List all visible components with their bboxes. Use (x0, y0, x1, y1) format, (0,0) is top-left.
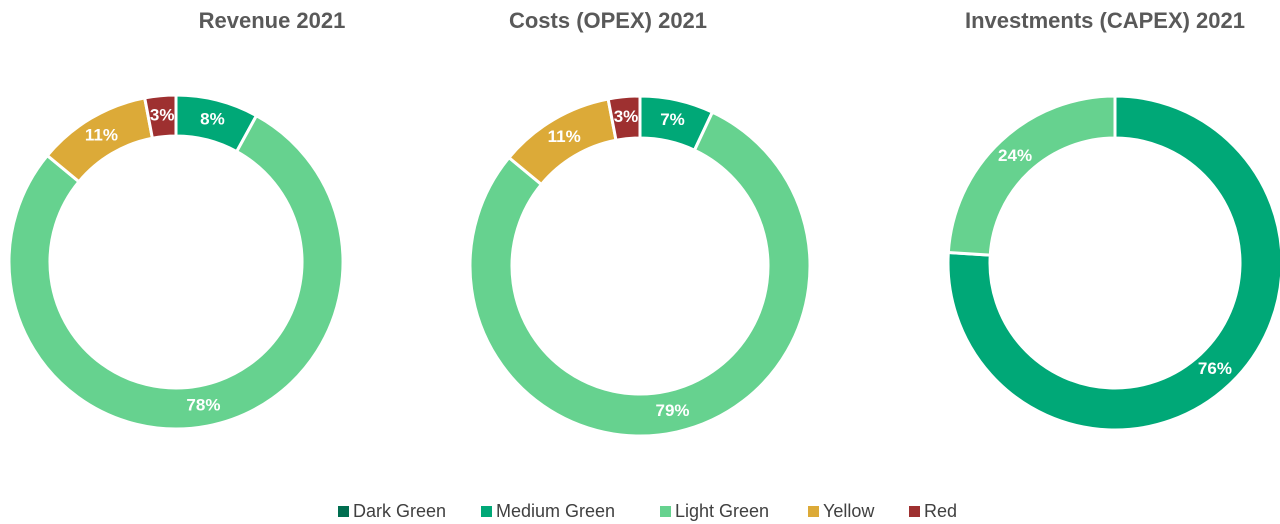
data-label: 8% (200, 110, 225, 129)
legend-swatch (909, 506, 920, 517)
donut-slice (606, 94, 642, 143)
legend-swatch (660, 506, 671, 517)
chart-title: Investments (CAPEX) 2021 (965, 8, 1245, 33)
data-label: 78% (186, 395, 220, 414)
donut-slice (142, 93, 178, 140)
legend-swatch (808, 506, 819, 517)
data-label: 24% (998, 146, 1032, 165)
legend-label: Light Green (675, 501, 769, 521)
donut-slice (946, 94, 1280, 432)
data-label: 79% (655, 401, 689, 420)
data-label: 3% (150, 106, 175, 125)
chart-title: Revenue 2021 (199, 8, 346, 33)
legend-label: Yellow (823, 501, 875, 521)
data-label: 3% (614, 107, 639, 126)
legend-swatch (338, 506, 349, 517)
legend-label: Red (924, 501, 957, 521)
legend-swatch (481, 506, 492, 517)
data-label: 7% (660, 110, 685, 129)
donut-slice (468, 110, 812, 438)
data-label: 76% (1198, 359, 1232, 378)
donut-slice (946, 94, 1117, 257)
data-label: 11% (548, 127, 581, 146)
chart-title: Costs (OPEX) 2021 (509, 8, 707, 33)
legend-label: Medium Green (496, 501, 615, 521)
donut-slice (7, 113, 345, 431)
legend-label: Dark Green (353, 501, 446, 521)
data-label: 11% (85, 125, 118, 144)
